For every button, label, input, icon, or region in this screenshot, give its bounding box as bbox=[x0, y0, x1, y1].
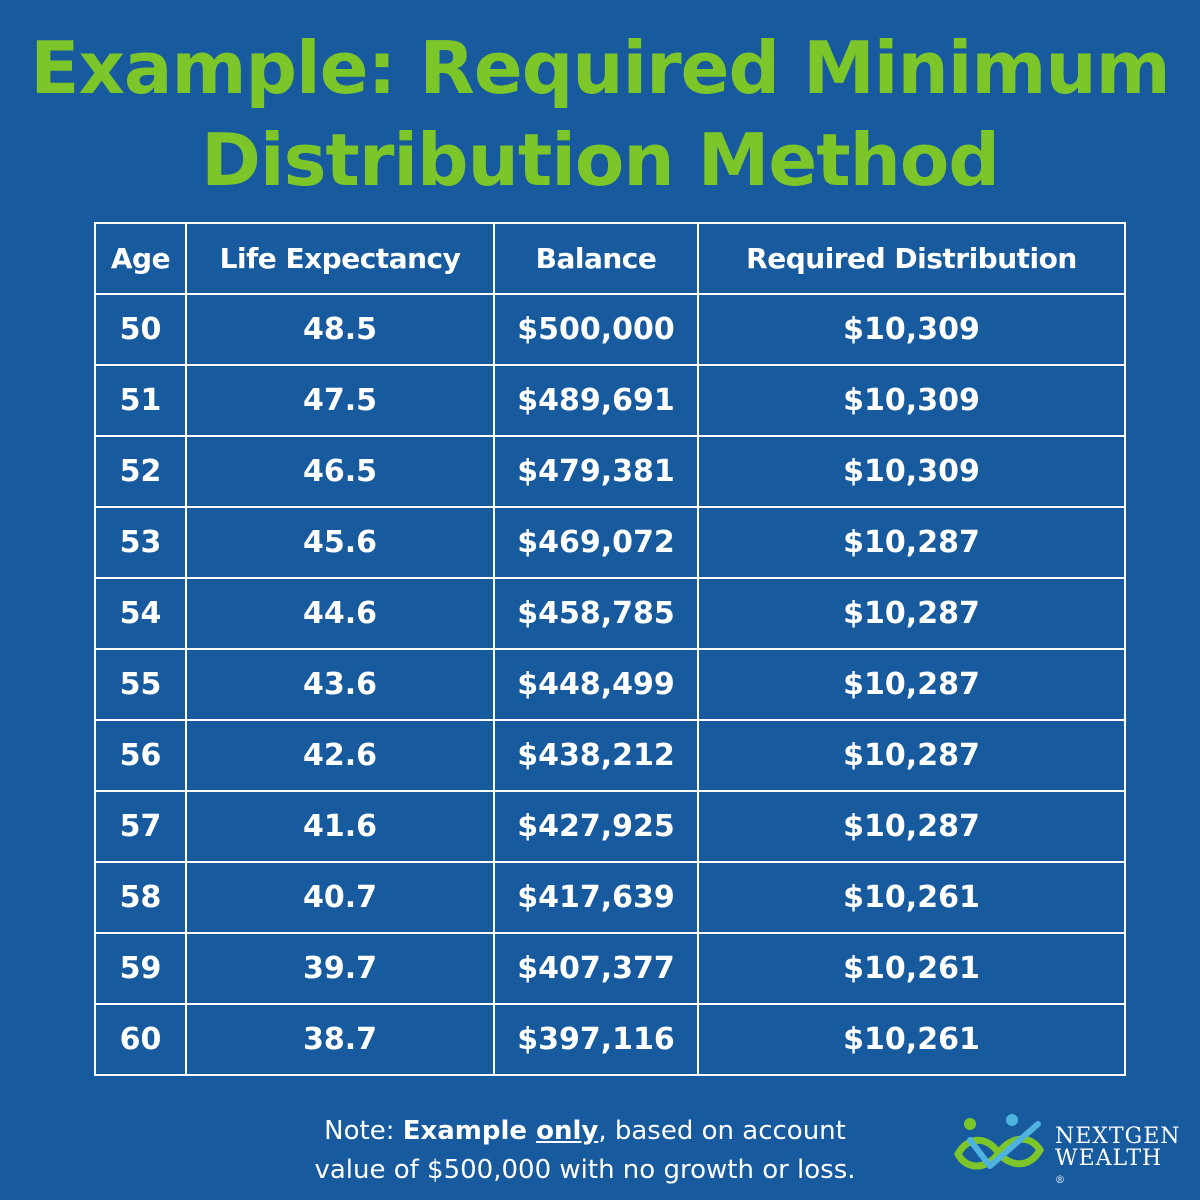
cell-balance: $407,377 bbox=[493, 932, 699, 1005]
logo-text: NEXTGEN WEALTH ® bbox=[1055, 1126, 1181, 1196]
cell-life-expectancy: 40.7 bbox=[185, 861, 495, 934]
cell-life-expectancy: 45.6 bbox=[185, 506, 495, 579]
cell-life-expectancy: 46.5 bbox=[185, 435, 495, 508]
nextgen-wealth-logo: NEXTGEN WEALTH ® bbox=[950, 1110, 1180, 1190]
cell-age: 53 bbox=[94, 506, 187, 579]
table-row: 56 42.6 $438,212 $10,287 bbox=[94, 719, 1126, 792]
cell-balance: $417,639 bbox=[493, 861, 699, 934]
table-row: 54 44.6 $458,785 $10,287 bbox=[94, 577, 1126, 650]
cell-required-distribution: $10,287 bbox=[697, 506, 1126, 579]
cell-balance: $479,381 bbox=[493, 435, 699, 508]
infinity-figure-icon bbox=[954, 1114, 1045, 1170]
registered-mark: ® bbox=[1055, 1175, 1066, 1186]
cell-required-distribution: $10,287 bbox=[697, 719, 1126, 792]
cell-age: 57 bbox=[94, 790, 187, 863]
cell-life-expectancy: 47.5 bbox=[185, 364, 495, 437]
cell-age: 51 bbox=[94, 364, 187, 437]
cell-balance: $489,691 bbox=[493, 364, 699, 437]
cell-balance: $397,116 bbox=[493, 1003, 699, 1076]
note-prefix: Note: bbox=[324, 1116, 403, 1146]
cell-life-expectancy: 44.6 bbox=[185, 577, 495, 650]
header-age: Age bbox=[94, 222, 187, 295]
cell-required-distribution: $10,309 bbox=[697, 435, 1126, 508]
cell-life-expectancy: 38.7 bbox=[185, 1003, 495, 1076]
cell-age: 56 bbox=[94, 719, 187, 792]
cell-balance: $448,499 bbox=[493, 648, 699, 721]
cell-age: 55 bbox=[94, 648, 187, 721]
cell-required-distribution: $10,287 bbox=[697, 648, 1126, 721]
cell-life-expectancy: 43.6 bbox=[185, 648, 495, 721]
table-row: 58 40.7 $417,639 $10,261 bbox=[94, 861, 1126, 934]
cell-age: 54 bbox=[94, 577, 187, 650]
table-row: 51 47.5 $489,691 $10,309 bbox=[94, 364, 1126, 437]
disclaimer-note: Note: Example only, based on account val… bbox=[240, 1112, 930, 1190]
cell-life-expectancy: 48.5 bbox=[185, 293, 495, 366]
header-life-expectancy: Life Expectancy bbox=[185, 222, 495, 295]
table-row: 53 45.6 $469,072 $10,287 bbox=[94, 506, 1126, 579]
table-row: 50 48.5 $500,000 $10,309 bbox=[94, 293, 1126, 366]
cell-age: 52 bbox=[94, 435, 187, 508]
cell-life-expectancy: 42.6 bbox=[185, 719, 495, 792]
cell-life-expectancy: 39.7 bbox=[185, 932, 495, 1005]
logo-line-1: NEXTGEN bbox=[1055, 1124, 1181, 1149]
cell-balance: $500,000 bbox=[493, 293, 699, 366]
note-underlined: only bbox=[536, 1116, 599, 1146]
note-line-2: value of $500,000 with no growth or loss… bbox=[314, 1155, 856, 1185]
cell-balance: $458,785 bbox=[493, 577, 699, 650]
cell-age: 58 bbox=[94, 861, 187, 934]
note-line-1: Note: Example only, based on account bbox=[240, 1112, 930, 1151]
cell-required-distribution: $10,309 bbox=[697, 364, 1126, 437]
title-line-2: Distribution Method bbox=[201, 118, 1000, 202]
cell-balance: $427,925 bbox=[493, 790, 699, 863]
rmd-table: Age Life Expectancy Balance Required Dis… bbox=[94, 222, 1126, 1076]
cell-balance: $469,072 bbox=[493, 506, 699, 579]
table-header-row: Age Life Expectancy Balance Required Dis… bbox=[94, 222, 1126, 295]
table-row: 60 38.7 $397,116 $10,261 bbox=[94, 1003, 1126, 1076]
table-row: 59 39.7 $407,377 $10,261 bbox=[94, 932, 1126, 1005]
note-bold: Example bbox=[402, 1116, 537, 1146]
page-title: Example: Required Minimum Distribution M… bbox=[0, 22, 1200, 206]
cell-age: 50 bbox=[94, 293, 187, 366]
table-row: 55 43.6 $448,499 $10,287 bbox=[94, 648, 1126, 721]
header-required-distribution: Required Distribution bbox=[697, 222, 1126, 295]
table-row: 52 46.5 $479,381 $10,309 bbox=[94, 435, 1126, 508]
cell-balance: $438,212 bbox=[493, 719, 699, 792]
cell-required-distribution: $10,309 bbox=[697, 293, 1126, 366]
cell-life-expectancy: 41.6 bbox=[185, 790, 495, 863]
cell-required-distribution: $10,287 bbox=[697, 790, 1126, 863]
header-balance: Balance bbox=[493, 222, 699, 295]
cell-age: 60 bbox=[94, 1003, 187, 1076]
cell-age: 59 bbox=[94, 932, 187, 1005]
cell-required-distribution: $10,261 bbox=[697, 932, 1126, 1005]
title-line-1: Example: Required Minimum bbox=[30, 26, 1170, 110]
cell-required-distribution: $10,261 bbox=[697, 1003, 1126, 1076]
note-rest: , based on account bbox=[598, 1116, 846, 1146]
logo-line-2: WEALTH ® bbox=[1055, 1146, 1163, 1187]
cell-required-distribution: $10,261 bbox=[697, 861, 1126, 934]
cell-required-distribution: $10,287 bbox=[697, 577, 1126, 650]
table-row: 57 41.6 $427,925 $10,287 bbox=[94, 790, 1126, 863]
